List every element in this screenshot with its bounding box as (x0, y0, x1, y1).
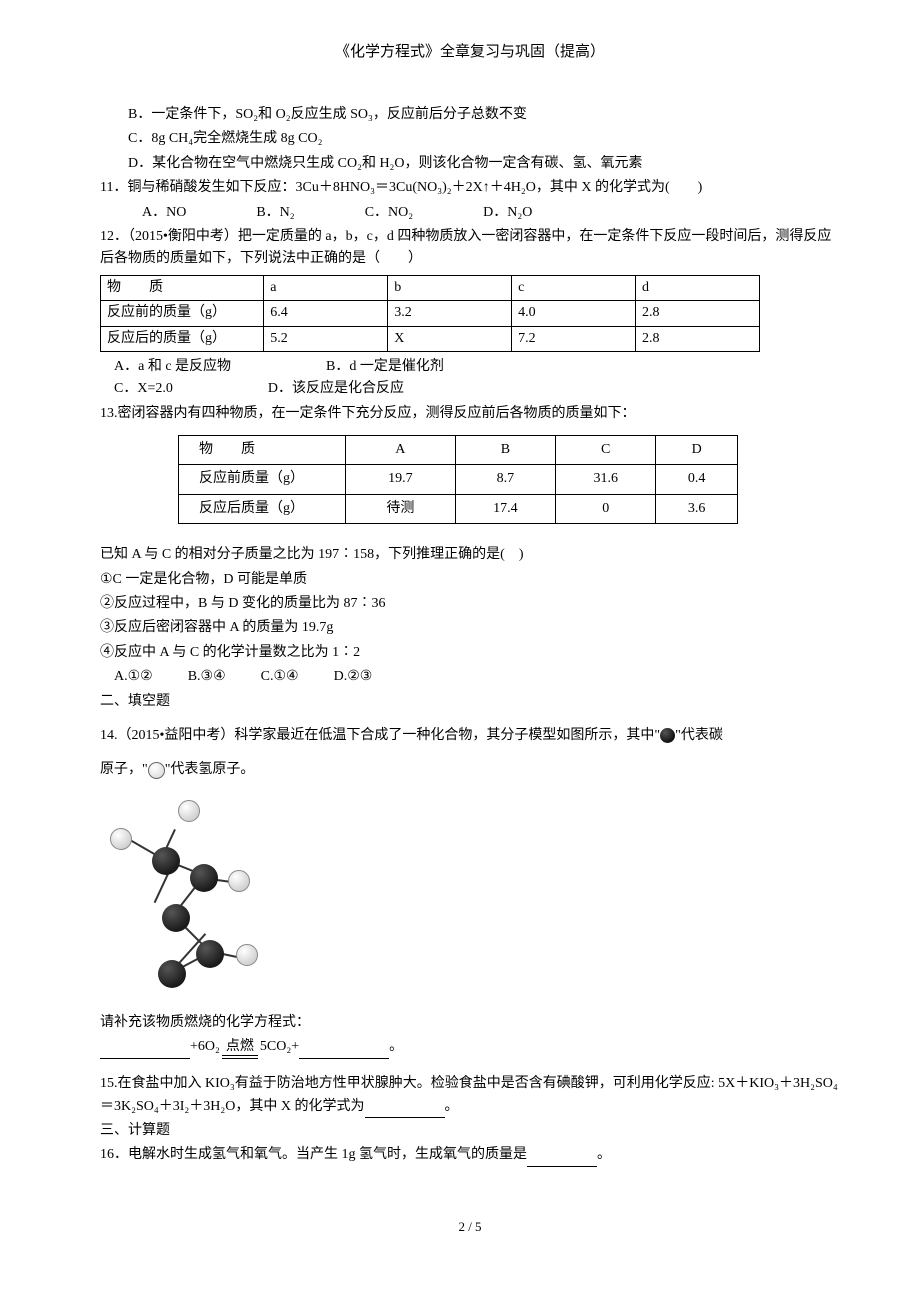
table-cell: 3.6 (656, 494, 738, 523)
q12-stem: 12．（2015•衡阳中考）把一定质量的 a，b，c，d 四种物质放入一密闭容器… (100, 226, 840, 271)
q16-end: 。 (597, 1147, 611, 1162)
table-header: c (512, 275, 636, 300)
table-cell: 0 (556, 494, 656, 523)
table-header: B (455, 436, 555, 465)
table-cell: 待测 (346, 494, 456, 523)
q12-opt-c: C．X=2.0 (114, 378, 173, 400)
q11-opt-d: D．N₂O (483, 202, 532, 224)
table-cell: 7.2 (512, 326, 636, 351)
hydrogen-atom-icon (148, 762, 165, 779)
blank-input[interactable] (365, 1102, 445, 1118)
q10-opt-b: B．一定条件下，SO₂和 O₂反应生成 SO₃，反应前后分子总数不变 (100, 104, 840, 126)
page-number: 2 / 5 (100, 1217, 840, 1238)
q14-text-a: 14.（2015•益阳中考）科学家最近在低温下合成了一种化合物，其分子模型如图所… (100, 728, 660, 743)
table-header: b (388, 275, 512, 300)
q11-stem: 11．铜与稀硝酸发生如下反应：3Cu＋8HNO₃＝3Cu(NO₃)₂＋2X↑＋4… (100, 177, 840, 199)
eq-end: 。 (389, 1039, 403, 1054)
table-header: a (264, 275, 388, 300)
table-cell: 5.2 (264, 326, 388, 351)
table-header: D (656, 436, 738, 465)
molecule-diagram (100, 792, 280, 1002)
q16-stem: 16．电解水时生成氢气和氧气。当产生 1g 氢气时，生成氧气的质量是 。 (100, 1144, 840, 1166)
q15-text: 15.在食盐中加入 KIO₃有益于防治地方性甲状腺肿大。检验食盐中是否含有碘酸钾… (100, 1076, 838, 1113)
q14-text-b: "代表碳 (675, 728, 723, 743)
table-cell: 8.7 (455, 465, 555, 494)
table-header: 物 质 (179, 436, 346, 465)
q13-s4: ④反应中 A 与 C 的化学计量数之比为 1∶2 (100, 642, 840, 664)
blank-input[interactable] (299, 1043, 389, 1059)
q13-s2: ②反应过程中，B 与 D 变化的质量比为 87∶36 (100, 593, 840, 615)
table-cell: 2.8 (636, 301, 760, 326)
section-2-heading: 二、填空题 (100, 691, 840, 713)
blank-input[interactable] (527, 1150, 597, 1166)
table-cell: 反应后质量（g） (179, 494, 346, 523)
table-cell: 17.4 (455, 494, 555, 523)
q11-opt-b: B．N₂ (256, 202, 294, 224)
q12-opt-d: D．该反应是化合反应 (268, 378, 404, 400)
eq-text: +6O₂ (190, 1039, 220, 1054)
q13-opt-c: C.①④ (261, 666, 299, 688)
table-cell: 反应前的质量（g） (101, 301, 264, 326)
q14-stem-line2: 原子，" "代表氢原子。 (100, 759, 840, 781)
reaction-condition: 点燃 (222, 1040, 258, 1059)
table-cell: 4.0 (512, 301, 636, 326)
q13-s3: ③反应后密闭容器中 A 的质量为 19.7g (100, 617, 840, 639)
q12-table: 物 质 a b c d 反应前的质量（g） 6.4 3.2 4.0 2.8 反应… (100, 275, 760, 352)
q15-stem: 15.在食盐中加入 KIO₃有益于防治地方性甲状腺肿大。检验食盐中是否含有碘酸钾… (100, 1073, 840, 1118)
q13-opt-d: D.②③ (334, 666, 373, 688)
table-header: d (636, 275, 760, 300)
table-header: A (346, 436, 456, 465)
q12-options-row2: C．X=2.0 D．该反应是化合反应 (100, 378, 840, 400)
table-cell: 0.4 (656, 465, 738, 494)
q14-text-d: "代表氢原子。 (165, 762, 255, 777)
carbon-atom-icon (660, 728, 675, 743)
eq-text: 5CO₂+ (260, 1039, 299, 1054)
q14-prompt: 请补充该物质燃烧的化学方程式： (100, 1012, 840, 1034)
table-cell: X (388, 326, 512, 351)
q13-stem: 13.密闭容器内有四种物质，在一定条件下充分反应，测得反应前后各物质的质量如下： (100, 403, 840, 425)
q13-options: A.①② B.③④ C.①④ D.②③ (100, 666, 840, 688)
q13-known: 已知 A 与 C 的相对分子质量之比为 197∶158，下列推理正确的是( ) (100, 544, 840, 566)
table-cell: 19.7 (346, 465, 456, 494)
q11-opt-c: C．NO₂ (365, 202, 413, 224)
table-cell: 2.8 (636, 326, 760, 351)
q10-opt-d: D．某化合物在空气中燃烧只生成 CO₂和 H₂O，则该化合物一定含有碳、氢、氧元… (100, 153, 840, 175)
q14-stem-line1: 14.（2015•益阳中考）科学家最近在低温下合成了一种化合物，其分子模型如图所… (100, 725, 840, 747)
q12-opt-b: B．d 一定是催化剂 (326, 356, 444, 378)
section-3-heading: 三、计算题 (100, 1120, 840, 1142)
q13-opt-a: A.①② (114, 666, 153, 688)
q13-opt-b: B.③④ (188, 666, 226, 688)
q12-opt-a: A．a 和 c 是反应物 (114, 356, 231, 378)
table-header: 物 质 (101, 275, 264, 300)
q12-options-row1: A．a 和 c 是反应物 B．d 一定是催化剂 (100, 356, 840, 378)
table-cell: 3.2 (388, 301, 512, 326)
q16-text: 16．电解水时生成氢气和氧气。当产生 1g 氢气时，生成氧气的质量是 (100, 1147, 527, 1162)
q15-end: 。 (445, 1099, 459, 1114)
table-header: C (556, 436, 656, 465)
q10-opt-c: C．8g CH₄完全燃烧生成 8g CO₂ (100, 128, 840, 150)
q13-table: 物 质 A B C D 反应前质量（g） 19.7 8.7 31.6 0.4 反… (178, 435, 738, 524)
q14-text-c: 原子，" (100, 762, 148, 777)
q11-options: A．NO B．N₂ C．NO₂ D．N₂O (100, 202, 840, 224)
table-cell: 反应前质量（g） (179, 465, 346, 494)
q11-opt-a: A．NO (142, 202, 186, 224)
q14-equation: +6O₂点燃5CO₂+ 。 (100, 1036, 840, 1059)
q13-s1: ①C 一定是化合物，D 可能是单质 (100, 569, 840, 591)
table-cell: 31.6 (556, 465, 656, 494)
table-cell: 6.4 (264, 301, 388, 326)
table-cell: 反应后的质量（g） (101, 326, 264, 351)
blank-input[interactable] (100, 1043, 190, 1059)
page-title: 《化学方程式》全章复习与巩固（提高） (100, 40, 840, 64)
